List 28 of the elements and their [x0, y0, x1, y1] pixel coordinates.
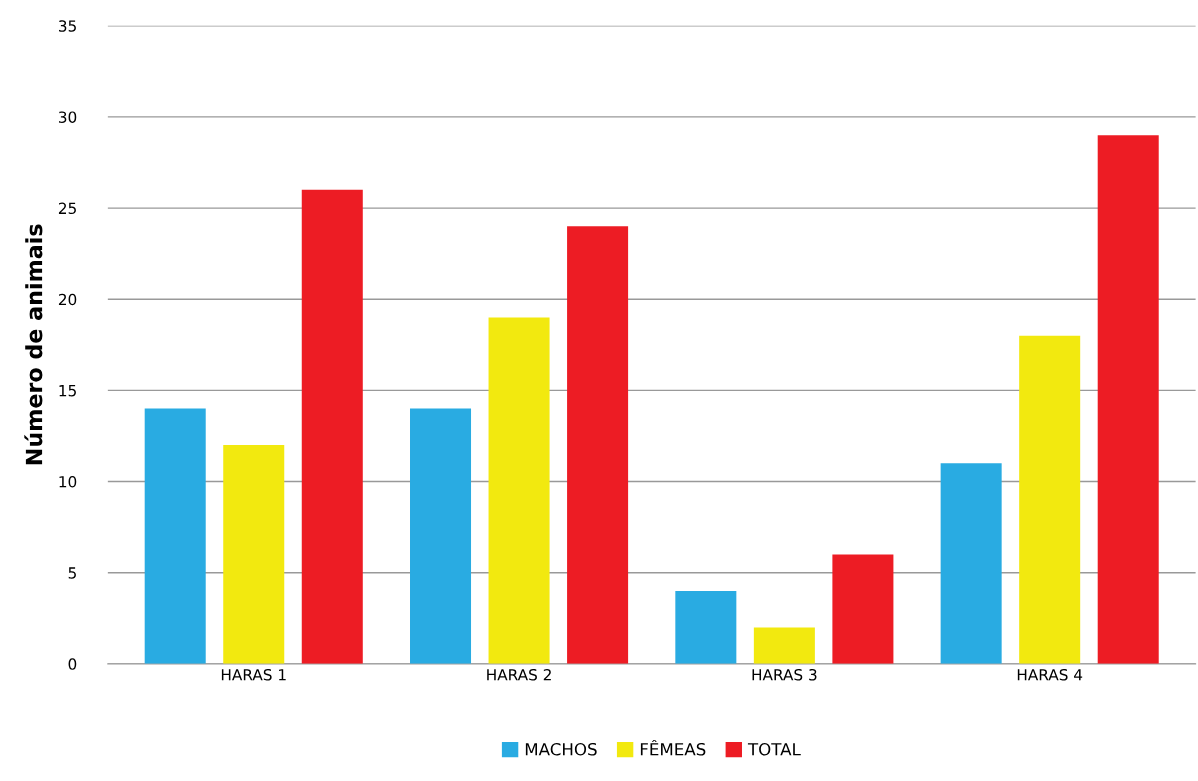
bar — [1097, 135, 1159, 664]
x-tick-label: HARAS 3 — [752, 668, 817, 681]
bar — [301, 189, 363, 664]
y-tick-label: 15 — [59, 385, 76, 397]
x-tick-label: HARAS 2 — [487, 668, 551, 681]
bar — [410, 408, 472, 664]
x-tick-label: HARAS 1 — [221, 668, 286, 681]
y-tick-label: 35 — [58, 20, 76, 32]
bar — [675, 590, 737, 664]
bar — [832, 554, 894, 664]
legend-label: FÊMEAS — [640, 739, 706, 756]
y-tick-label: 20 — [58, 293, 77, 306]
bar — [1019, 335, 1081, 664]
bar — [223, 445, 285, 664]
legend-label: MACHOS — [525, 742, 597, 756]
bar — [753, 627, 815, 664]
y-tick-label: 30 — [58, 111, 77, 123]
legend-label: TOTAL — [747, 742, 801, 756]
y-tick-label: 0 — [68, 658, 77, 670]
y-tick-label: 10 — [59, 476, 77, 488]
bar — [488, 317, 550, 664]
bar — [940, 463, 1002, 664]
bar — [144, 408, 206, 664]
bar — [567, 226, 629, 664]
y-axis-title: Número de animais — [24, 224, 43, 465]
y-tick-label: 25 — [58, 202, 76, 215]
y-tick-label: 5 — [68, 567, 76, 579]
x-tick-label: HARAS 4 — [1017, 668, 1083, 681]
